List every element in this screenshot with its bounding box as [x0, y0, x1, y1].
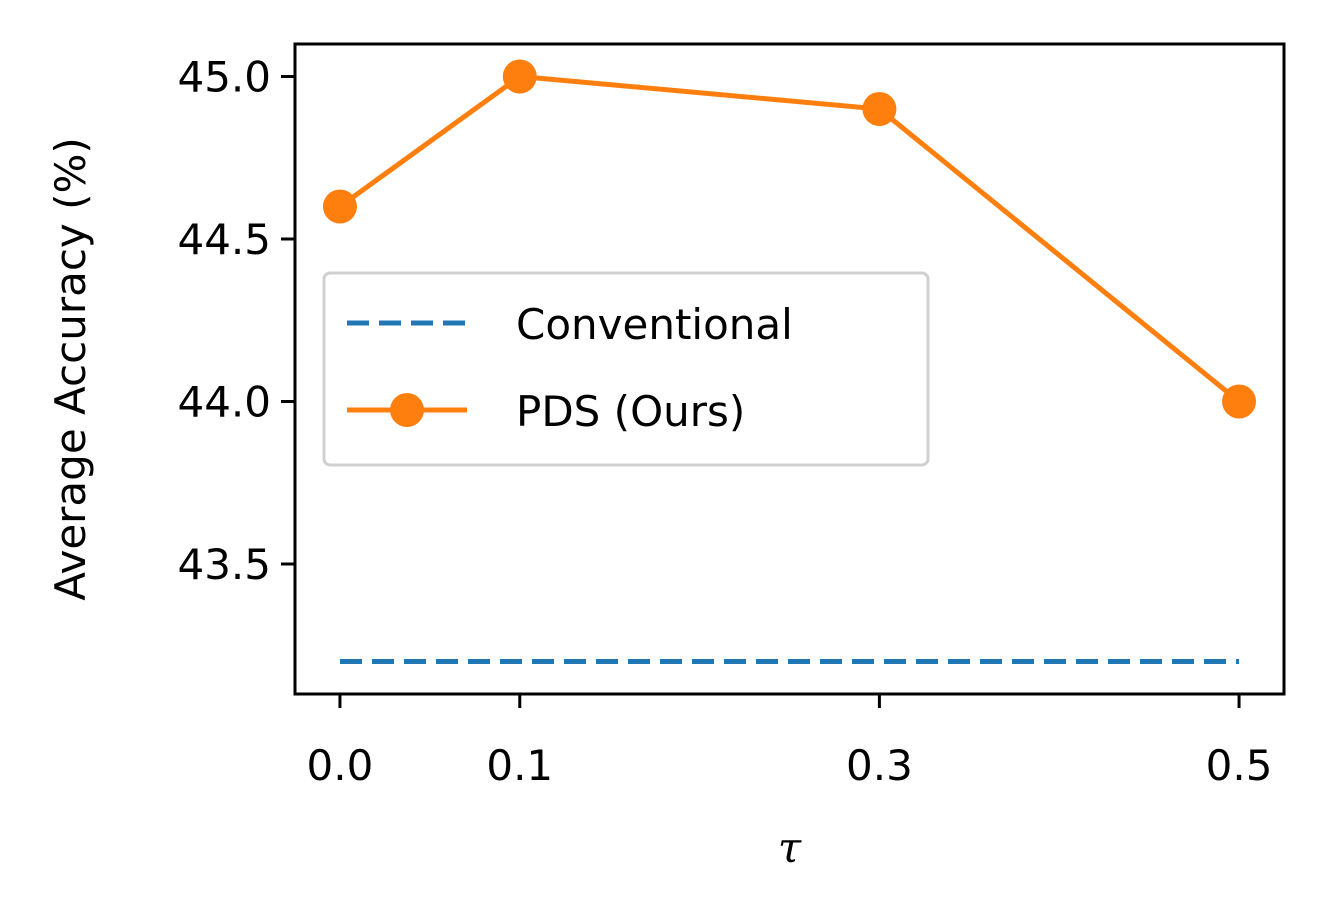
ticks-layer: 0.0 0.1 0.3 0.5 43.5 44.0 44.5 45.0 — [177, 53, 1272, 791]
x-tick-label: 0.5 — [1206, 741, 1273, 790]
legend-marker-pds — [390, 393, 424, 427]
y-tick-label: 44.0 — [177, 378, 271, 427]
y-tick-label: 44.5 — [177, 215, 271, 264]
data-point-pds-ours — [502, 59, 537, 94]
data-point-pds-ours — [862, 92, 897, 126]
legend-label-conventional: Conventional — [516, 300, 793, 349]
x-tick-label: 0.1 — [486, 741, 553, 790]
series-line-pds-ours — [338, 73, 1241, 404]
legend-box — [322, 271, 930, 467]
legend-label-pds: PDS (Ours) — [516, 387, 745, 436]
data-point-pds-ours — [322, 189, 357, 224]
x-tick-label: 0.0 — [307, 741, 374, 790]
y-tick-label: 43.5 — [177, 540, 271, 589]
legend: Conventional PDS (Ours) — [322, 271, 930, 467]
y-axis-title: Average Accuracy (%) — [46, 137, 95, 601]
series-layer — [322, 59, 1257, 664]
x-axis-title: τ — [778, 823, 802, 872]
y-tick-label: 45.0 — [177, 53, 271, 102]
plot-frame — [293, 42, 1286, 696]
data-point-pds-ours — [1222, 384, 1257, 419]
x-tick-label: 0.3 — [846, 741, 913, 790]
